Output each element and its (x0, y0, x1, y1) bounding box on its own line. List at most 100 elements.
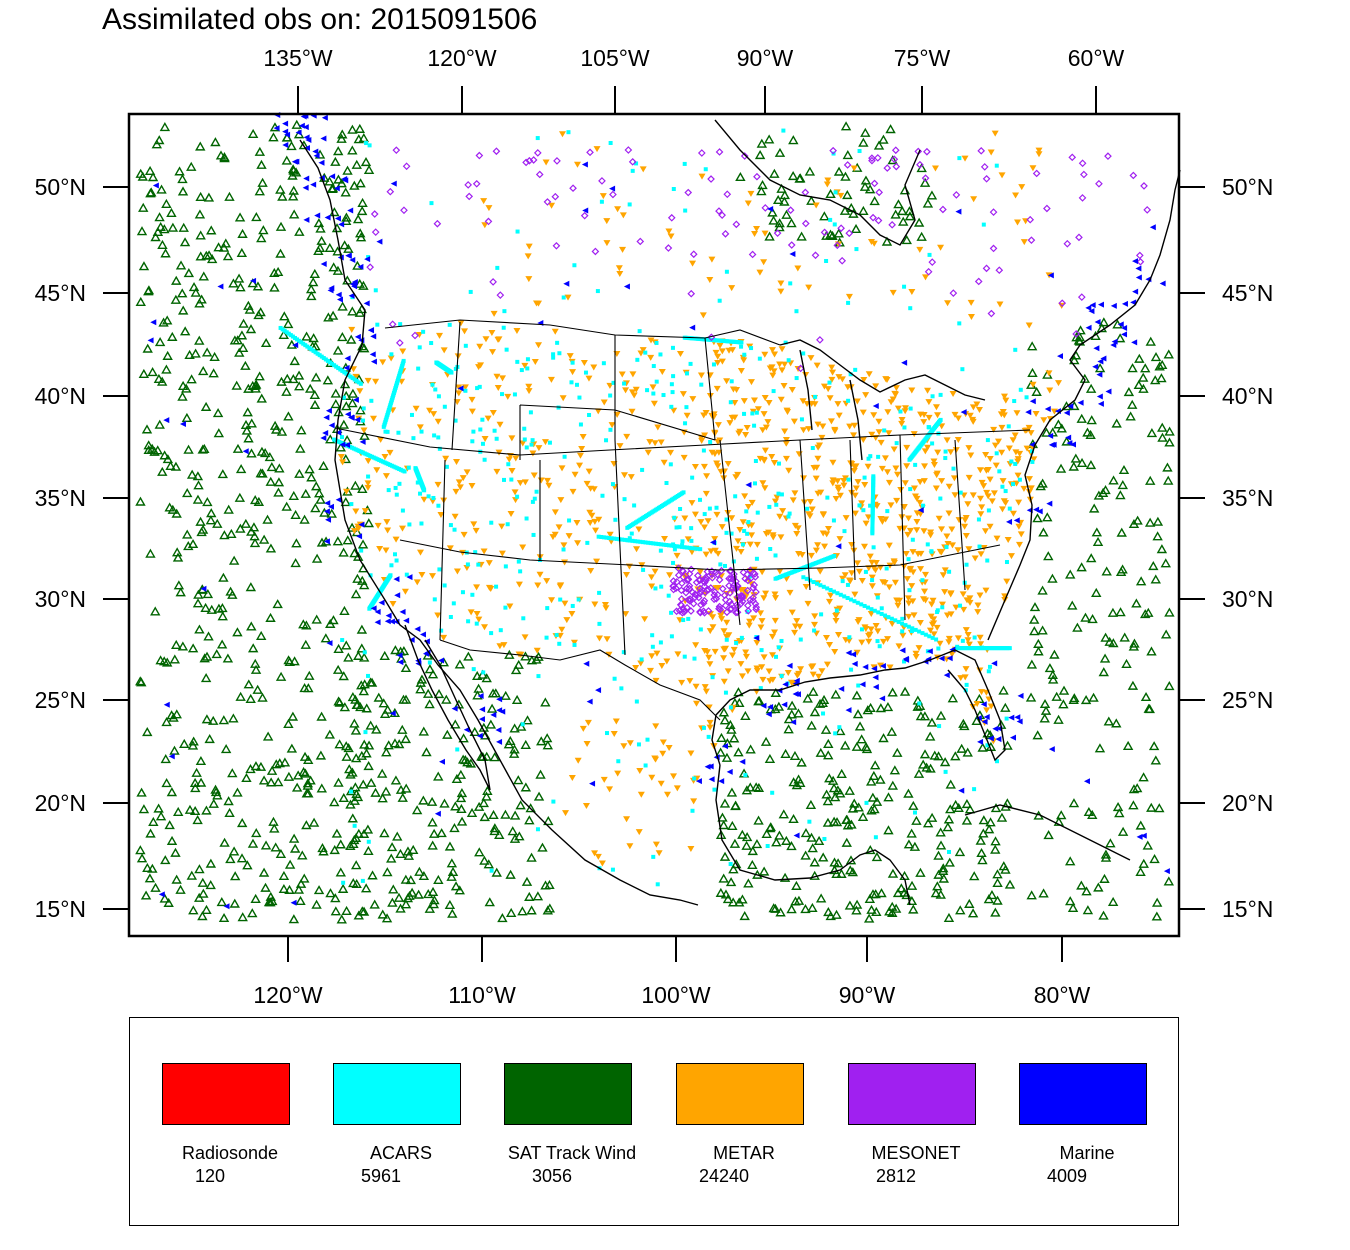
acars-point (607, 535, 612, 540)
metar-point (932, 485, 940, 492)
sat-track-wind-point (869, 196, 880, 206)
sat-track-wind-point (247, 380, 258, 390)
mesonet-point (715, 575, 724, 584)
metar-point (910, 612, 918, 619)
acars-point (666, 593, 671, 598)
sat-track-wind-point (305, 284, 317, 294)
marine-point (200, 585, 207, 592)
acars-point (643, 763, 648, 768)
metar-point (681, 515, 689, 522)
acars-point (926, 425, 931, 430)
mesonet-point (465, 192, 474, 201)
sat-track-wind-point (800, 828, 812, 838)
acars-point (658, 640, 663, 645)
marine-point (589, 780, 596, 787)
sat-track-wind-point (392, 831, 403, 841)
marine-point (726, 768, 733, 775)
mesonet-point (1080, 170, 1088, 179)
metar-point (622, 611, 630, 618)
acars-point (681, 618, 686, 623)
metar-point (561, 559, 569, 566)
metar-point (484, 415, 492, 422)
sat-track-wind-point (186, 469, 198, 479)
metar-point (944, 300, 952, 307)
acars-point (964, 682, 969, 687)
metar-point (915, 645, 923, 652)
metar-point (839, 575, 847, 582)
sat-track-wind-point (1148, 560, 1159, 571)
mesonet-point (682, 588, 690, 597)
marine-point (1089, 302, 1096, 309)
acars-point (862, 475, 867, 480)
metar-point (941, 589, 949, 596)
metar-point (489, 349, 497, 356)
sat-track-wind-point (1115, 490, 1126, 500)
marine-point (439, 758, 446, 765)
mesonet-point (811, 251, 820, 260)
acars-point (605, 731, 610, 736)
metar-point (463, 469, 471, 476)
metar-point (697, 519, 705, 526)
sat-track-wind-point (1039, 698, 1051, 709)
sat-track-wind-point (881, 236, 893, 246)
metar-point (579, 725, 587, 732)
sat-track-wind-point (358, 652, 370, 662)
sat-track-wind-point (156, 184, 167, 194)
sat-track-wind-point (355, 178, 366, 188)
sat-track-wind-point (793, 895, 805, 905)
metar-point (893, 471, 901, 478)
metar-point (858, 639, 866, 646)
sat-track-wind-point (901, 235, 912, 245)
mesonet-point (716, 605, 725, 614)
metar-point (793, 531, 801, 538)
mesonet-point (591, 247, 600, 256)
sat-track-wind-point (377, 909, 388, 919)
sat-track-wind-point (349, 718, 360, 728)
metar-point (973, 700, 981, 707)
mesonet-point (843, 161, 852, 169)
sat-track-wind-point (135, 845, 146, 855)
marine-point (463, 726, 470, 733)
sat-track-wind-point (219, 152, 230, 162)
metar-point (354, 526, 362, 533)
sat-track-wind-point (873, 140, 885, 150)
sat-track-wind-point (268, 816, 279, 826)
acars-point (773, 553, 778, 558)
sat-track-wind-point (851, 899, 863, 909)
metar-point (772, 595, 780, 602)
mesonet-point (738, 593, 747, 602)
metar-point (525, 243, 533, 250)
acars-point (426, 494, 431, 499)
metar-point (761, 447, 769, 454)
metar-point (914, 551, 922, 558)
sat-track-wind-point (205, 515, 217, 525)
sat-track-wind-point (245, 582, 257, 592)
metar-point (453, 568, 461, 575)
acars-point (868, 503, 873, 508)
acars-point (804, 576, 809, 581)
sat-track-wind-point (279, 757, 291, 767)
marine-point (320, 135, 327, 142)
metar-point (485, 560, 493, 567)
metar-point (782, 437, 790, 444)
acars-point (908, 306, 913, 311)
sat-track-wind-point (515, 800, 526, 810)
metar-point (714, 422, 722, 429)
metar-point (976, 592, 984, 599)
metar-point (434, 481, 442, 488)
marine-point (1163, 868, 1170, 875)
metar-point (945, 635, 953, 642)
metar-point (434, 612, 442, 619)
marine-point (327, 503, 334, 510)
marine-point (781, 701, 788, 708)
acars-point (864, 800, 869, 805)
mesonet-point (691, 593, 699, 602)
metar-point (907, 565, 915, 572)
acars-point (876, 610, 881, 615)
marine-point (1096, 371, 1103, 378)
sat-track-wind-point (303, 754, 314, 765)
metar-point (769, 676, 777, 683)
mesonet-point (692, 591, 700, 600)
acars-point (907, 588, 912, 593)
sat-track-wind-point (170, 294, 182, 304)
